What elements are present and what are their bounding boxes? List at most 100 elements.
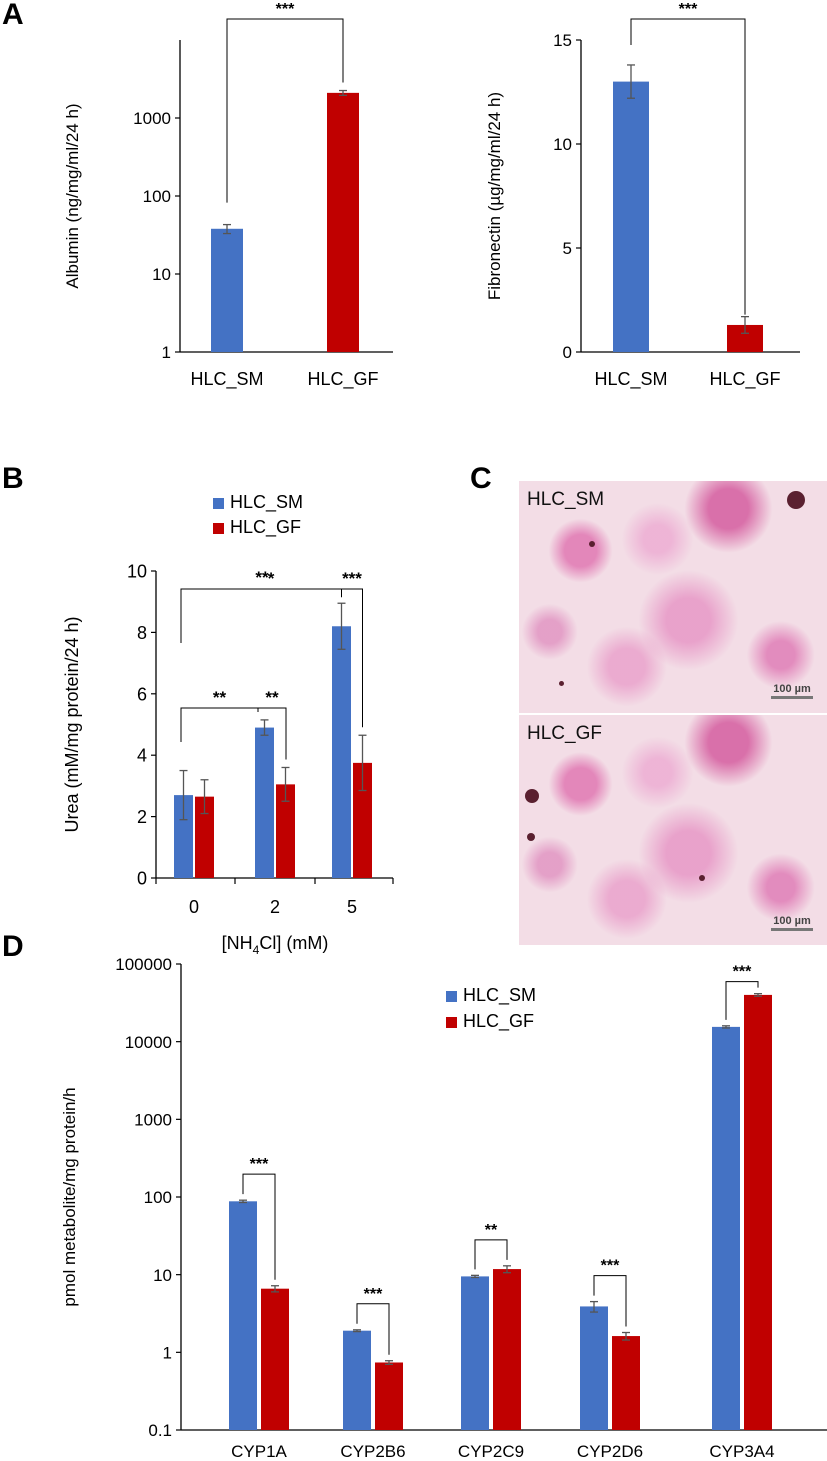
y-tick-label: 100 — [143, 187, 171, 206]
x-tick-label: CYP2C9 — [458, 1442, 524, 1461]
bar-cyp-hlc-gf — [612, 1336, 640, 1430]
bar-cyp-hlc-gf — [261, 1288, 289, 1430]
x-tick-label: 0 — [189, 897, 199, 917]
stain-spot — [589, 541, 595, 547]
y-tick-label: 1 — [163, 1343, 172, 1362]
bar-fibronectin-hlc-sm — [613, 81, 649, 352]
bar-cyp-hlc-sm — [580, 1306, 608, 1430]
bar-cyp-hlc-sm — [712, 1026, 740, 1430]
bar-albumin-hlc-gf — [327, 92, 359, 353]
significance-bracket — [593, 1275, 627, 1327]
y-axis-title: Albumin (ng/mg/ml/24 h) — [63, 103, 82, 288]
stain-spot — [787, 491, 805, 509]
y-tick-label: 4 — [137, 746, 147, 766]
bar-albumin-hlc-sm — [211, 228, 243, 352]
significance-bracket — [257, 707, 287, 760]
x-tick-label: CYP2B6 — [340, 1442, 405, 1461]
significance-label: *** — [276, 1, 295, 18]
significance-bracket — [356, 1303, 390, 1355]
significance-label: *** — [250, 1156, 269, 1173]
y-tick-label: 100000 — [115, 955, 172, 974]
y-tick-label: 10 — [152, 265, 171, 284]
stain-spot — [525, 789, 539, 803]
y-tick-label: 15 — [553, 31, 572, 50]
bar-cyp-hlc-gf — [744, 994, 772, 1430]
y-axis-title: Fibronectin (µg/mg/ml/24 h) — [485, 92, 504, 300]
significance-bracket — [226, 18, 344, 203]
y-tick-label: 10 — [127, 561, 147, 581]
y-tick-label: 100 — [144, 1188, 172, 1207]
bar-cyp-hlc-sm — [343, 1330, 371, 1430]
micrograph-hlc-sm: HLC_SM 100 µm — [519, 481, 827, 713]
x-tick-label: HLC_GF — [307, 369, 378, 390]
significance-bracket — [180, 707, 259, 742]
micrograph-label-gf: HLC_GF — [527, 723, 602, 744]
y-axis-title: Urea (mM/mg protein/24 h) — [62, 616, 82, 832]
y-tick-label: 10 — [153, 1266, 172, 1285]
legend-label: HLC_SM — [230, 492, 303, 513]
significance-label: ** — [255, 568, 269, 587]
significance-label: ** — [213, 688, 227, 707]
x-tick-label: CYP2D6 — [577, 1442, 643, 1461]
significance-label: ** — [485, 1222, 498, 1239]
panel-label-a: A — [2, 0, 24, 31]
x-axis-title: [NH4Cl] (mM) — [222, 933, 329, 957]
y-tick-label: 8 — [137, 623, 147, 643]
bar-urea-hlc-sm — [174, 795, 193, 878]
stain-spot — [559, 681, 564, 686]
legend-label: HLC_GF — [230, 517, 301, 538]
bar-urea-hlc-sm — [255, 727, 274, 878]
y-tick-label: 1000 — [134, 1110, 172, 1129]
significance-label: *** — [342, 569, 362, 588]
bar-urea-hlc-sm — [332, 626, 351, 878]
y-tick-label: 10000 — [125, 1033, 172, 1052]
x-tick-label: 2 — [270, 897, 280, 917]
bar-cyp-hlc-gf — [493, 1269, 521, 1430]
x-tick-label: HLC_GF — [709, 369, 780, 390]
legend-swatch-hlc-sm — [213, 498, 224, 509]
x-tick-label: HLC_SM — [594, 369, 667, 390]
significance-label: *** — [679, 1, 698, 18]
significance-bracket — [474, 1239, 508, 1270]
micrograph-hlc-gf: HLC_GF 100 µm — [519, 715, 827, 945]
y-tick-label: 0.1 — [148, 1421, 172, 1440]
x-tick-label: 5 — [347, 897, 357, 917]
significance-bracket — [725, 981, 759, 1020]
stain-spot — [699, 875, 705, 881]
panel-label-b: B — [2, 462, 24, 495]
panel-label-d: D — [2, 930, 24, 963]
significance-bracket — [341, 588, 363, 728]
bar-cyp-hlc-gf — [375, 1362, 403, 1430]
bar-urea-hlc-gf — [353, 762, 372, 878]
legend-swatch-hlc-gf — [446, 1017, 457, 1028]
x-tick-label: CYP1A — [231, 1442, 287, 1461]
significance-label: *** — [733, 964, 752, 981]
significance-label: *** — [364, 1286, 383, 1303]
significance-bracket — [630, 18, 746, 315]
x-tick-label: HLC_SM — [190, 369, 263, 390]
y-tick-label: 6 — [137, 684, 147, 704]
legend-swatch-hlc-gf — [213, 523, 224, 534]
y-tick-label: 2 — [137, 807, 147, 827]
y-tick-label: 10 — [553, 135, 572, 154]
y-tick-label: 5 — [563, 239, 572, 258]
bar-cyp-hlc-sm — [461, 1276, 489, 1430]
bar-urea-hlc-gf — [195, 796, 214, 878]
significance-bracket — [180, 588, 361, 643]
significance-label: *** — [601, 1258, 620, 1275]
panel-label-c: C — [470, 462, 492, 495]
bar-urea-hlc-gf — [276, 784, 295, 878]
micrograph-label-sm: HLC_SM — [527, 489, 605, 510]
legend-swatch-hlc-sm — [446, 991, 457, 1002]
y-axis-title: pmol metabolite/mg protein/h — [60, 1087, 79, 1306]
significance-label: * — [268, 569, 275, 588]
scale-bar-gf: 100 µm — [771, 915, 813, 931]
stain-spot — [527, 833, 535, 841]
y-tick-label: 1000 — [133, 109, 171, 128]
legend-label: HLC_GF — [463, 1011, 534, 1032]
y-tick-label: 1 — [162, 343, 171, 362]
x-tick-label: CYP3A4 — [709, 1442, 774, 1461]
bar-cyp-hlc-sm — [229, 1201, 257, 1430]
y-tick-label: 0 — [137, 868, 147, 888]
